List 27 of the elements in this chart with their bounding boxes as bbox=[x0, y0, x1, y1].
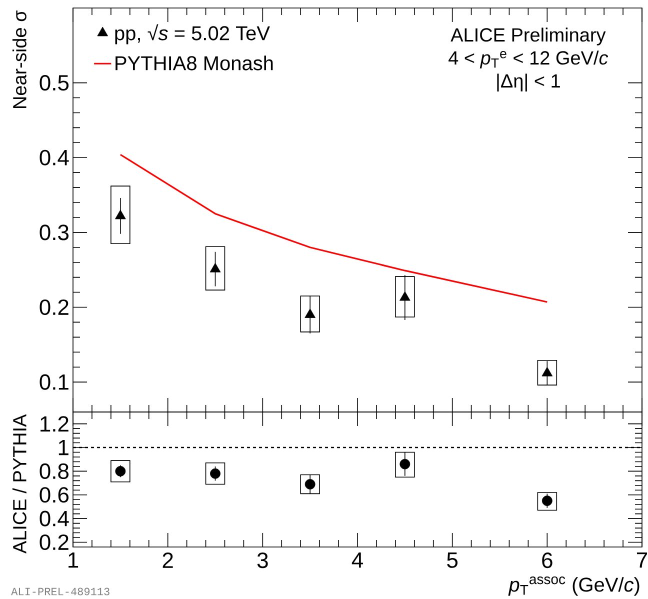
y-tick-label: 0.5 bbox=[40, 75, 69, 91]
legend-label: PYTHIA8 Monash bbox=[116, 56, 273, 70]
y-tick-label: 1 bbox=[58, 440, 68, 456]
x-tick-label: 1 bbox=[68, 552, 78, 568]
x-tick-label: 7 bbox=[637, 552, 648, 568]
x-axis-title: p$_{T}$$^{assoc}$ (GeV/c) bbox=[508, 576, 640, 596]
x-tick-label: 6 bbox=[542, 552, 552, 568]
x-tick-label: 5 bbox=[447, 552, 458, 568]
y-axis-title: Near-side σ bbox=[12, 10, 26, 108]
y-axis-title: ALICE / PYTHIA bbox=[12, 414, 26, 554]
y-tick-label: 0.2 bbox=[40, 299, 68, 316]
annotation: |Δη| < 1 bbox=[497, 74, 560, 92]
y-tick-label: 1.2 bbox=[40, 416, 68, 432]
y-tick-label: 0.4 bbox=[40, 510, 69, 526]
annotation: ALICE Preliminary bbox=[450, 28, 606, 46]
x-tick-label: 2 bbox=[162, 552, 173, 568]
y-tick-label: 0.8 bbox=[40, 463, 69, 479]
x-tick-label: 4 bbox=[352, 552, 363, 568]
x-tick-label: 3 bbox=[257, 552, 268, 568]
y-tick-label: 0.3 bbox=[40, 224, 69, 240]
text: ALI-PREL-489113 bbox=[11, 588, 110, 596]
y-tick-label: 0.2 bbox=[40, 534, 68, 550]
y-tick-label: 0.1 bbox=[40, 374, 68, 390]
y-tick-label: 0.4 bbox=[40, 150, 69, 166]
y-tick-label: 0.6 bbox=[40, 487, 69, 503]
annotation: 4 < p$_{T}$$^{e}$ < 12 GeV/c bbox=[448, 50, 608, 68]
legend-label: pp, √s = 5.02 TeV bbox=[115, 24, 270, 44]
